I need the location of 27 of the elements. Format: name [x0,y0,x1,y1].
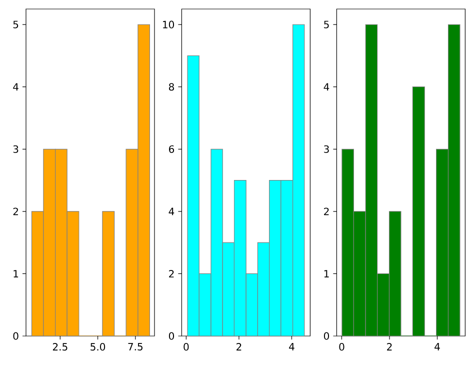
x-tick-label: 7.5 [128,343,142,350]
y-tick-label: 2 [169,270,174,278]
y-tick-label: 4 [324,83,330,90]
y-tick-label: 4 [13,83,18,90]
x-tick-label: 4 [289,343,294,350]
x-tick-label: 2.5 [52,343,68,351]
y-tick-label: 2 [13,208,18,216]
x-tick-label: 2 [387,343,392,350]
x-tick-label: 0 [184,343,189,351]
x-tick-label: 5.0 [90,343,106,351]
y-tick-label: 5 [324,20,329,28]
y-tick-label: 3 [13,145,18,153]
y-tick-label: 6 [169,145,174,153]
y-tick-label: 8 [168,83,174,91]
y-tick-label: 0 [13,332,18,340]
y-tick-label: 3 [324,145,329,153]
y-tick-label: 10 [163,20,174,28]
y-tick-label: 5 [13,20,18,28]
y-tick-label: 0 [168,332,174,340]
y-tick-label: 1 [324,270,329,278]
y-tick-label: 1 [14,270,18,278]
x-tick-label: 4 [434,343,440,350]
y-tick-label: 2 [324,208,329,216]
y-tick-label: 4 [168,208,174,216]
x-tick-label: 2 [236,343,242,350]
y-tick-label: 0 [324,332,330,340]
x-tick-label: 0 [339,343,344,351]
